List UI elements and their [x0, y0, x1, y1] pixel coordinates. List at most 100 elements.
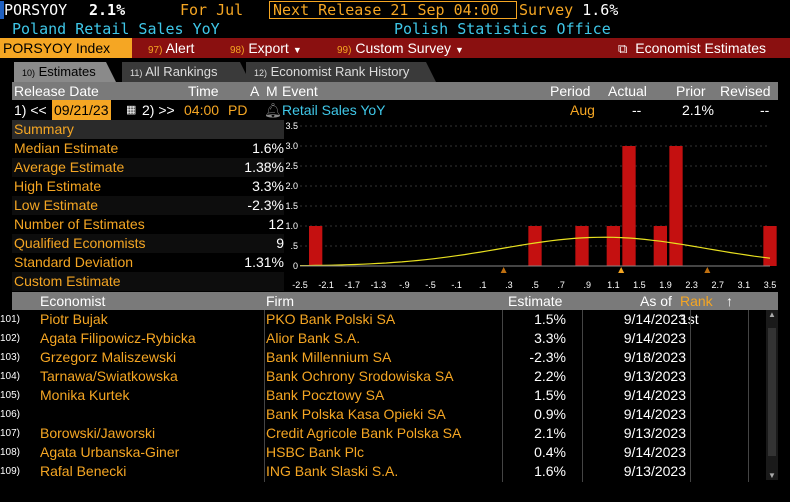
- x-tick-label: -.1: [451, 280, 462, 290]
- index-label[interactable]: PORSYOY Index: [0, 38, 132, 58]
- row-number: 106): [0, 409, 21, 420]
- firm-name[interactable]: Credit Agricole Bank Polska SA: [266, 425, 462, 441]
- estimate-value: 3.3%: [534, 330, 566, 346]
- table-row[interactable]: 106) Bank Polska Kasa Opieki SA 0.9% 9/14/2…: [0, 405, 766, 424]
- summary-value: 12: [268, 216, 284, 232]
- summary-label: Average Estimate: [14, 159, 125, 175]
- row-number: 101): [0, 314, 21, 325]
- release-date-input[interactable]: 09/21/23: [52, 100, 111, 120]
- col-actual[interactable]: Actual: [608, 83, 647, 99]
- column-divider: [264, 310, 265, 482]
- estimate-marker-icon: [704, 267, 711, 273]
- summary-label: Low Estimate: [14, 197, 99, 213]
- sort-arrow-icon[interactable]: ↑: [726, 293, 733, 309]
- calendar-icon[interactable]: ▦: [126, 104, 137, 116]
- col-firm[interactable]: Firm: [266, 293, 294, 309]
- firm-name[interactable]: Bank Pocztowy SA: [266, 387, 385, 403]
- row-number: 109): [0, 466, 21, 477]
- prev-release-button[interactable]: 1) <<: [14, 102, 47, 118]
- x-tick-label: 1.1: [607, 280, 620, 290]
- tab-all-rankings[interactable]: 11) All Rankings: [122, 62, 250, 82]
- table-row[interactable]: 103) Grzegorz Maliszewski Bank Millennium …: [0, 348, 766, 367]
- column-divider: [582, 310, 583, 482]
- col-economist[interactable]: Economist: [40, 293, 106, 309]
- col-as-of[interactable]: As of: [640, 293, 672, 309]
- firm-name[interactable]: Bank Ochrony Srodowiska SA: [266, 368, 454, 384]
- source-label: Polish Statistics Office: [394, 20, 611, 38]
- scroll-down-icon[interactable]: ▼: [768, 471, 776, 480]
- summary-value: 9: [276, 235, 284, 251]
- table-row[interactable]: 109) Rafal Benecki ING Bank Slaski S.A. 1.6…: [0, 462, 766, 481]
- economist-name[interactable]: Agata Filipowicz-Rybicka: [40, 330, 196, 346]
- x-tick-label: -.9: [399, 280, 410, 290]
- scroll-thumb[interactable]: [768, 328, 776, 456]
- col-release-date[interactable]: Release Date: [14, 83, 99, 99]
- table-row[interactable]: 102) Agata Filipowicz-Rybicka Alior Bank S…: [0, 329, 766, 348]
- table-row[interactable]: 104) Tarnawa/Swiatkowska Bank Ochrony Srod…: [0, 367, 766, 386]
- summary-row: High Estimate 3.3%: [12, 177, 284, 196]
- summary-value: 1.31%: [244, 254, 284, 270]
- as-of-date: 9/14/2023: [623, 444, 686, 460]
- summary-label: Standard Deviation: [14, 254, 134, 270]
- next-release-button[interactable]: 2) >>: [142, 102, 175, 118]
- firm-name[interactable]: Bank Polska Kasa Opieki SA: [266, 406, 446, 422]
- table-scrollbar[interactable]: ▲ ▼: [766, 310, 778, 480]
- firm-name[interactable]: PKO Bank Polski SA: [266, 311, 396, 327]
- table-row[interactable]: 105) Monika Kurtek Bank Pocztowy SA 1.5% 9/1…: [0, 386, 766, 405]
- summary-row: Qualified Economists 9: [12, 234, 284, 253]
- x-tick-label: .9: [583, 280, 591, 290]
- firm-name[interactable]: Bank Millennium SA: [266, 349, 392, 365]
- economist-name[interactable]: Monika Kurtek: [40, 387, 130, 403]
- table-row[interactable]: 108) Agata Urbanska-Giner HSBC Bank Plc 0.4…: [0, 443, 766, 462]
- scroll-up-icon[interactable]: ▲: [768, 310, 776, 319]
- economist-name[interactable]: Agata Urbanska-Giner: [40, 444, 180, 460]
- economist-name[interactable]: Borowski/Jaworski: [40, 425, 156, 441]
- bell-icon[interactable]: 🔔︎: [264, 102, 282, 118]
- x-tick-label: 1.9: [659, 280, 672, 290]
- economist-name[interactable]: Rafal Benecki: [40, 463, 127, 479]
- survey-label: Survey 1.6%: [519, 1, 619, 19]
- histogram-bar: [528, 226, 542, 266]
- economist-name[interactable]: Piotr Bujak: [40, 311, 108, 327]
- col-revised[interactable]: Revised: [720, 83, 771, 99]
- rank-value: 1st: [680, 310, 699, 329]
- economist-estimates-button[interactable]: ⧉ Economist Estimates: [618, 40, 767, 56]
- col-rank[interactable]: Rank: [680, 293, 713, 309]
- col-period[interactable]: Period: [550, 83, 591, 99]
- next-release-box[interactable]: Next Release 21 Sep 04:00: [269, 1, 517, 19]
- as-of-date: 9/13/2023: [623, 463, 686, 479]
- event-name[interactable]: Retail Sales YoY: [282, 102, 386, 118]
- column-divider: [690, 310, 691, 482]
- chevron-down-icon: ▼: [292, 45, 302, 55]
- release-prior: 2.1%: [682, 102, 714, 118]
- as-of-date: 9/18/2023: [623, 349, 686, 365]
- economist-name[interactable]: Tarnawa/Swiatkowska: [40, 368, 178, 384]
- col-event[interactable]: Event: [282, 83, 318, 99]
- normal-curve: [300, 236, 771, 267]
- custom-survey-button[interactable]: 99) Custom Survey ▼: [337, 40, 464, 56]
- firm-name[interactable]: ING Bank Slaski S.A.: [266, 463, 399, 479]
- x-tick-label: -2.5: [292, 280, 308, 290]
- chevron-down-icon: ▼: [455, 45, 464, 55]
- col-estimate[interactable]: Estimate: [508, 293, 563, 309]
- economist-name[interactable]: Grzegorz Maliszewski: [40, 349, 177, 365]
- table-row[interactable]: 107) Borowski/Jaworski Credit Agricole Ban…: [0, 424, 766, 443]
- economist-table-header: Economist Firm Estimate As of Rank ↑: [12, 292, 778, 310]
- survey-value: 1.6%: [582, 1, 619, 19]
- security-subheader: Poland Retail Sales YoY Polish Statistic…: [0, 20, 790, 38]
- firm-name[interactable]: HSBC Bank Plc: [266, 444, 365, 460]
- firm-name[interactable]: Alior Bank S.A.: [266, 330, 361, 346]
- table-row[interactable]: 101) Piotr Bujak PKO Bank Polski SA 1.5% 9/1…: [0, 310, 766, 329]
- alert-button[interactable]: 97) Alert: [148, 40, 195, 56]
- col-time[interactable]: Time: [188, 83, 219, 99]
- x-tick-label: -2.1: [318, 280, 334, 290]
- col-prior[interactable]: Prior: [676, 83, 706, 99]
- export-button[interactable]: 98) Export ▼: [230, 40, 302, 56]
- col-a[interactable]: A: [250, 83, 260, 99]
- ticker-label[interactable]: PORSYOY: [0, 1, 68, 19]
- tab-economist-rank-history[interactable]: 12) Economist Rank History: [246, 62, 436, 82]
- tab-estimates[interactable]: 10) Estimates: [14, 62, 116, 82]
- estimate-value: 0.4%: [534, 444, 566, 460]
- x-tick-label: .3: [505, 280, 513, 290]
- col-m[interactable]: M: [266, 83, 278, 99]
